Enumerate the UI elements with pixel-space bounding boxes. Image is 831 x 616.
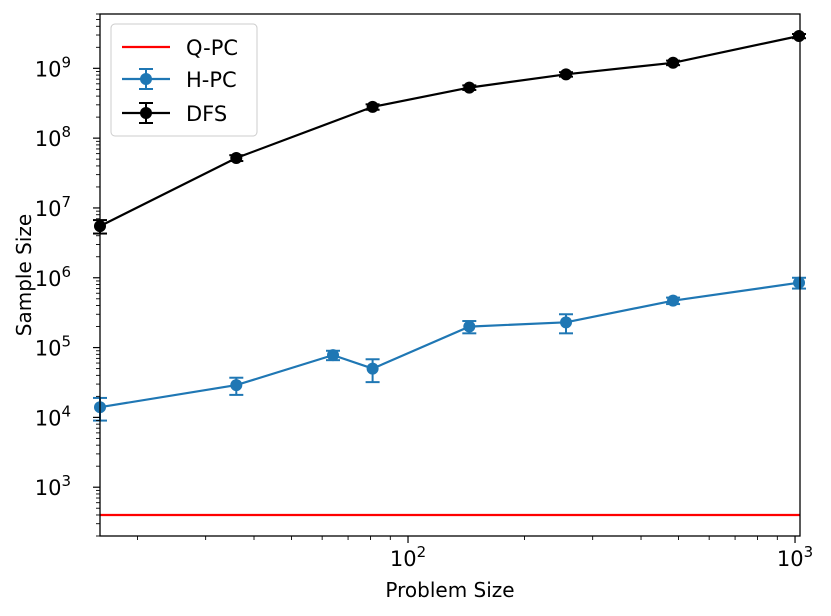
hpc-point: [230, 379, 243, 392]
dfs-point: [560, 68, 573, 81]
plot-frame: [99, 13, 801, 537]
legend-dfs-label: DFS: [186, 102, 227, 126]
dfs-point: [793, 30, 806, 43]
hpc-line: [99, 281, 800, 409]
hpc-point: [560, 316, 573, 329]
legend-dfs-marker: [122, 102, 170, 124]
legend-hpc-label: H-PC: [186, 68, 237, 92]
hpc-point: [667, 294, 680, 307]
hpc-point: [366, 362, 379, 375]
axes-layer: 102 103 103 104 105 106 107 108 109: [35, 13, 813, 571]
x-tick-label: 103: [777, 543, 813, 571]
x-axis-label: Problem Size: [385, 578, 514, 602]
y-tick-label: 108: [35, 123, 71, 151]
series-layer: [93, 30, 807, 517]
hpc-point: [793, 276, 806, 289]
x-tick-label: 102: [390, 543, 426, 571]
y-tick-label: 107: [35, 193, 71, 221]
hpc-point: [327, 349, 340, 362]
y-tick-label: 105: [35, 333, 71, 361]
legend: Q-PC H-PC DFS: [110, 23, 258, 137]
y-tick-label: 103: [35, 472, 71, 500]
hpc-point: [463, 320, 476, 333]
dfs-point: [463, 81, 476, 94]
legend-hpc-marker: [122, 68, 170, 90]
legend-qpc-label: Q-PC: [186, 36, 238, 60]
y-tick-label: 104: [35, 402, 71, 430]
dfs-point: [366, 100, 379, 113]
y-axis-label: Sample Size: [12, 214, 36, 336]
y-tick-label: 106: [35, 263, 71, 291]
y-tick-label: 109: [35, 53, 71, 81]
dfs-point: [230, 151, 243, 164]
dfs-point: [667, 56, 680, 69]
